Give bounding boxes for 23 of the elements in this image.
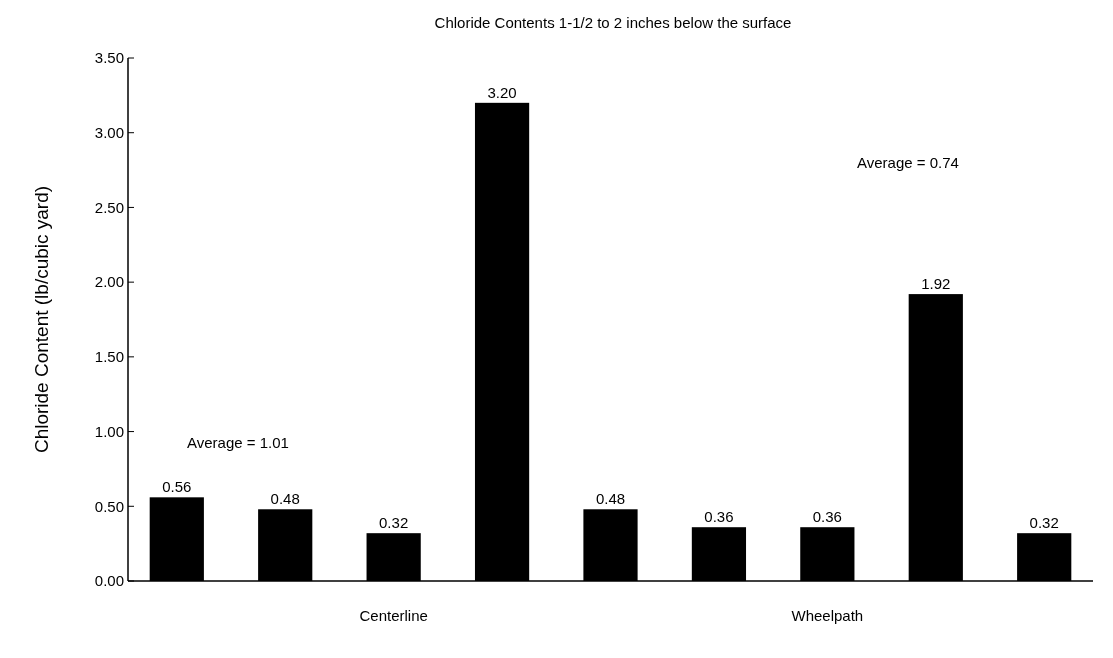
annotation: Average = 1.01 xyxy=(187,434,289,451)
y-tick-label: 1.00 xyxy=(94,422,124,440)
y-tick-label: 3.00 xyxy=(94,123,124,141)
y-tick-label: 0.50 xyxy=(94,497,124,515)
y-axis-title: Chloride Content (lb/cubic yard) xyxy=(31,185,52,454)
data-label: 0.32 xyxy=(379,514,409,532)
annotation: Average = 0.74 xyxy=(857,154,959,171)
data-label: 0.56 xyxy=(162,478,192,496)
data-label: 1.92 xyxy=(921,275,951,293)
y-tick-label: 1.50 xyxy=(94,348,124,366)
chart-title: Chloride Contents 1-1/2 to 2 inches below the surface xyxy=(434,14,792,31)
y-tick-label: 2.50 xyxy=(94,198,124,216)
y-tick-label: 3.50 xyxy=(94,49,124,67)
data-label: 0.48 xyxy=(270,490,300,508)
y-tick-label: 2.00 xyxy=(94,273,124,291)
y-tick-label: 0.00 xyxy=(94,572,124,590)
data-label: 0.32 xyxy=(1029,514,1059,532)
x-tick-label: Wheelpath xyxy=(791,607,864,624)
data-label: 0.48 xyxy=(595,490,626,508)
data-label: 0.36 xyxy=(812,508,842,526)
x-tick-label: Centerline xyxy=(359,607,428,624)
data-label: 3.20 xyxy=(487,83,517,101)
data-label: 0.36 xyxy=(704,508,734,526)
